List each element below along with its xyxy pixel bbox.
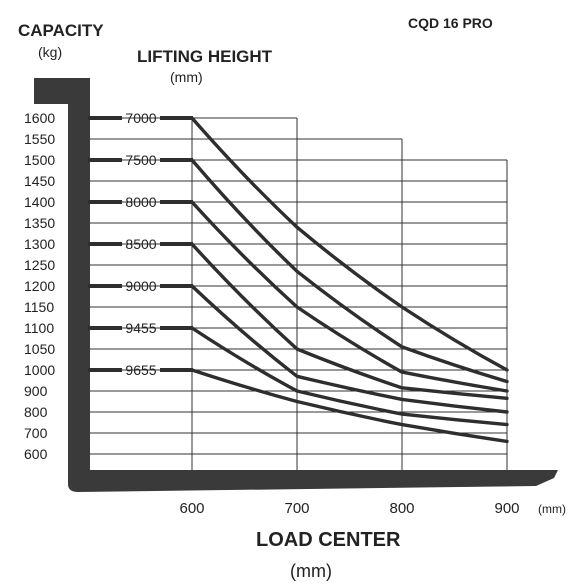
y-tick-label: 1400 [24, 194, 55, 210]
y-tick-label: 1100 [24, 320, 54, 336]
series-label: 9000 [125, 278, 156, 294]
series-label: 8500 [125, 236, 156, 252]
y-tick-label: 700 [24, 425, 48, 441]
series-line-8000 [190, 200, 509, 393]
y-tick-label: 1450 [24, 173, 55, 189]
y-tick-label: 1200 [24, 278, 55, 294]
y-tick-label: 1600 [24, 110, 55, 126]
y-tick-label: 1300 [24, 236, 55, 252]
series-label: 9655 [125, 362, 156, 378]
series-label: 9455 [125, 320, 156, 336]
x-tick-label: 900 [494, 500, 519, 517]
series-label: 7500 [125, 152, 156, 168]
series-label: 8000 [125, 194, 156, 210]
y-axis-unit: (kg) [38, 44, 62, 60]
x-tick-label: 800 [389, 500, 414, 517]
series-label: 7000 [125, 110, 156, 126]
x-axis-title: LOAD CENTER [256, 529, 401, 551]
x-tick-labels: 600 700 800 900 [179, 500, 519, 517]
series-lines [190, 116, 509, 444]
y-tick-labels: 1600 1550 1500 1450 1400 1350 1300 1250 1200 1150… [24, 110, 55, 462]
chart-title: CQD 16 PRO [408, 15, 493, 31]
chart-frame [34, 78, 558, 492]
y-tick-label: 900 [24, 383, 48, 399]
x-tick-label: 700 [284, 500, 309, 517]
y-tick-label: 1550 [24, 131, 55, 147]
y-tick-label: 600 [24, 446, 48, 462]
y-axis-title: CAPACITY [18, 21, 104, 40]
y-tick-label: 800 [24, 404, 48, 420]
series-line-8500 [190, 242, 509, 401]
series-header-unit: (mm) [170, 69, 203, 85]
y-tick-label: 1500 [24, 152, 55, 168]
x-tick-label: 600 [179, 500, 204, 517]
series-line-9000 [190, 284, 509, 414]
y-tick-label: 1150 [24, 299, 54, 315]
y-tick-label: 1350 [24, 215, 55, 231]
series-line-9655 [190, 368, 509, 444]
series-header: LIFTING HEIGHT [137, 47, 273, 66]
y-tick-label: 1000 [24, 362, 55, 378]
x-axis-unit: (mm) [290, 561, 332, 581]
series-line-7000 [190, 116, 509, 372]
axis-frame [34, 78, 558, 492]
x-unit-note: (mm) [538, 502, 566, 516]
y-tick-label: 1250 [24, 257, 55, 273]
series-line-7500 [190, 158, 509, 384]
series-line-9455 [190, 326, 509, 427]
series-labels: 7000 7500 8000 8500 9000 9455 9655 [88, 110, 193, 378]
y-tick-label: 1050 [24, 341, 55, 357]
